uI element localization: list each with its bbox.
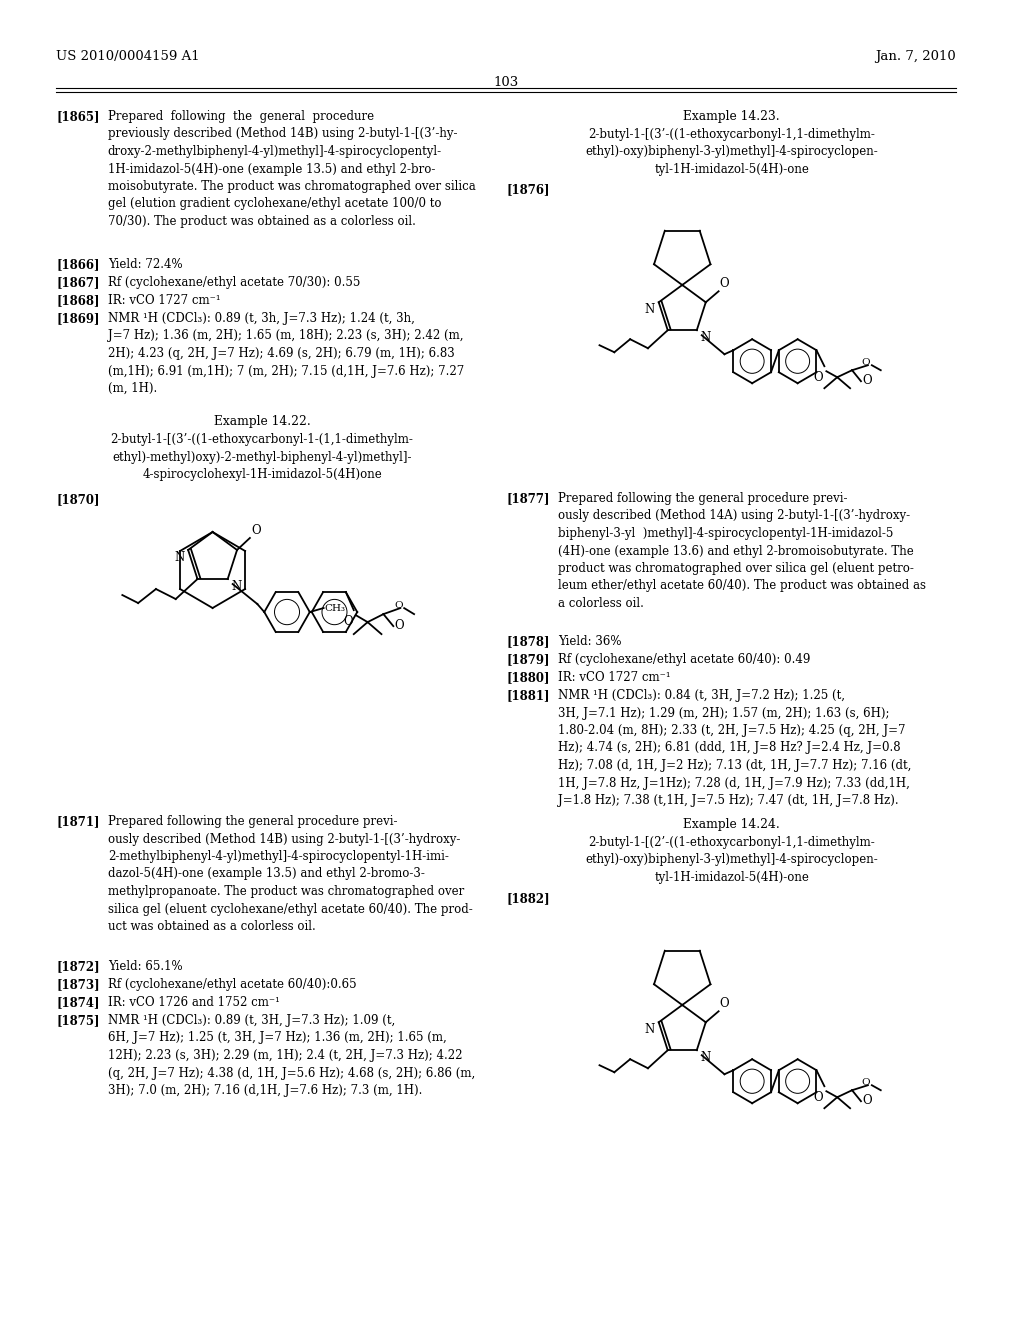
Text: [1866]: [1866] xyxy=(56,257,100,271)
Text: Yield: 36%: Yield: 36% xyxy=(558,635,622,648)
Text: N: N xyxy=(231,579,242,593)
Text: IR: vCO 1727 cm⁻¹: IR: vCO 1727 cm⁻¹ xyxy=(558,671,671,684)
Text: [1870]: [1870] xyxy=(56,492,100,506)
Text: [1867]: [1867] xyxy=(56,276,100,289)
Text: Rf (cyclohexane/ethyl acetate 60/40): 0.49: Rf (cyclohexane/ethyl acetate 60/40): 0.… xyxy=(558,653,810,667)
Text: [1880]: [1880] xyxy=(506,671,550,684)
Text: IR: vCO 1727 cm⁻¹: IR: vCO 1727 cm⁻¹ xyxy=(108,294,220,308)
Text: Example 14.22.: Example 14.22. xyxy=(214,414,310,428)
Text: NMR ¹H (CDCl₃): 0.84 (t, 3H, J=7.2 Hz); 1.25 (t,
3H, J=7.1 Hz); 1.29 (m, 2H); 1.: NMR ¹H (CDCl₃): 0.84 (t, 3H, J=7.2 Hz); … xyxy=(558,689,911,807)
Text: Rf (cyclohexane/ethyl acetate 60/40):0.65: Rf (cyclohexane/ethyl acetate 60/40):0.6… xyxy=(108,978,356,991)
Text: 2-butyl-1-[(2’-((1-ethoxycarbonyl-1,1-dimethylm-
ethyl)-oxy)biphenyl-3-yl)methyl: 2-butyl-1-[(2’-((1-ethoxycarbonyl-1,1-di… xyxy=(586,836,878,884)
Text: O: O xyxy=(814,1092,823,1105)
Text: [1878]: [1878] xyxy=(506,635,550,648)
Text: [1869]: [1869] xyxy=(56,312,100,325)
Text: N: N xyxy=(174,550,184,564)
Text: O: O xyxy=(343,615,352,628)
Text: 103: 103 xyxy=(494,77,519,88)
Text: NMR ¹H (CDCl₃): 0.89 (t, 3H, J=7.3 Hz); 1.09 (t,
6H, J=7 Hz); 1.25 (t, 3H, J=7 H: NMR ¹H (CDCl₃): 0.89 (t, 3H, J=7.3 Hz); … xyxy=(108,1014,475,1097)
Text: [1868]: [1868] xyxy=(56,294,100,308)
Text: Prepared following the general procedure previ-
ously described (Method 14A) usi: Prepared following the general procedure… xyxy=(558,492,926,610)
Text: Prepared  following  the  general  procedure
previously described (Method 14B) u: Prepared following the general procedure… xyxy=(108,110,475,228)
Text: O: O xyxy=(861,1078,870,1088)
Text: [1873]: [1873] xyxy=(56,978,100,991)
Text: O: O xyxy=(814,371,823,384)
Text: US 2010/0004159 A1: US 2010/0004159 A1 xyxy=(56,50,200,63)
Text: O: O xyxy=(861,358,870,367)
Text: Rf (cyclohexane/ethyl acetate 70/30): 0.55: Rf (cyclohexane/ethyl acetate 70/30): 0.… xyxy=(108,276,360,289)
Text: N: N xyxy=(644,304,654,317)
Text: Example 14.24.: Example 14.24. xyxy=(683,818,780,832)
Text: IR: vCO 1726 and 1752 cm⁻¹: IR: vCO 1726 and 1752 cm⁻¹ xyxy=(108,997,280,1008)
Text: [1879]: [1879] xyxy=(506,653,550,667)
Text: N: N xyxy=(700,1051,711,1064)
Text: Yield: 65.1%: Yield: 65.1% xyxy=(108,960,182,973)
Text: Jan. 7, 2010: Jan. 7, 2010 xyxy=(876,50,956,63)
Text: N: N xyxy=(644,1023,654,1036)
Text: [1874]: [1874] xyxy=(56,997,100,1008)
Text: O: O xyxy=(862,1094,871,1106)
Text: [1876]: [1876] xyxy=(506,183,550,195)
Text: [1865]: [1865] xyxy=(56,110,100,123)
Text: O: O xyxy=(394,601,402,610)
Text: 2-butyl-1-[(3’-((1-ethoxycarbonyl-1-(1,1-dimethylm-
ethyl)-methyl)oxy)-2-methyl-: 2-butyl-1-[(3’-((1-ethoxycarbonyl-1-(1,1… xyxy=(111,433,414,480)
Text: O: O xyxy=(720,277,729,290)
Text: O: O xyxy=(720,998,729,1010)
Text: NMR ¹H (CDCl₃): 0.89 (t, 3h, J=7.3 Hz); 1.24 (t, 3h,
J=7 Hz); 1.36 (m, 2H); 1.65: NMR ¹H (CDCl₃): 0.89 (t, 3h, J=7.3 Hz); … xyxy=(108,312,464,395)
Text: O: O xyxy=(394,619,403,631)
Text: [1877]: [1877] xyxy=(506,492,550,506)
Text: Yield: 72.4%: Yield: 72.4% xyxy=(108,257,182,271)
Text: 2-butyl-1-[(3’-((1-ethoxycarbonyl-1,1-dimethylm-
ethyl)-oxy)biphenyl-3-yl)methyl: 2-butyl-1-[(3’-((1-ethoxycarbonyl-1,1-di… xyxy=(586,128,878,176)
Text: N: N xyxy=(700,331,711,345)
Text: [1875]: [1875] xyxy=(56,1014,100,1027)
Text: Prepared following the general procedure previ-
ously described (Method 14B) usi: Prepared following the general procedure… xyxy=(108,814,472,933)
Text: [1881]: [1881] xyxy=(506,689,550,702)
Text: CH₃: CH₃ xyxy=(325,603,345,612)
Text: [1872]: [1872] xyxy=(56,960,100,973)
Text: Example 14.23.: Example 14.23. xyxy=(683,110,780,123)
Text: [1882]: [1882] xyxy=(506,892,550,906)
Text: O: O xyxy=(251,524,260,537)
Text: O: O xyxy=(862,374,871,387)
Text: [1871]: [1871] xyxy=(56,814,100,828)
